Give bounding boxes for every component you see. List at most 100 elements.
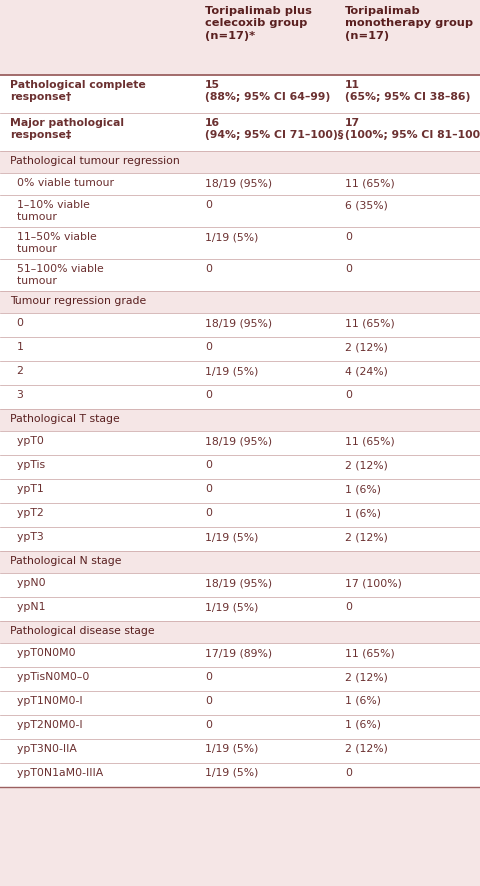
Text: 0: 0 <box>205 672 212 681</box>
Bar <box>0 643 480 667</box>
Bar <box>0 455 480 479</box>
Bar <box>0 291 480 314</box>
Text: 0% viable tumour: 0% viable tumour <box>10 178 114 188</box>
Text: 1/19 (5%): 1/19 (5%) <box>205 767 258 777</box>
Bar <box>0 260 480 291</box>
Text: 11 (65%): 11 (65%) <box>345 436 395 446</box>
Bar <box>0 573 480 597</box>
Bar <box>0 338 480 361</box>
Text: 6 (35%): 6 (35%) <box>345 199 388 210</box>
Text: 17 (100%): 17 (100%) <box>345 578 402 587</box>
Text: 0: 0 <box>205 390 212 400</box>
Text: 2 (12%): 2 (12%) <box>345 460 388 470</box>
Text: Toripalimab
monotherapy group
(n=17): Toripalimab monotherapy group (n=17) <box>345 6 473 41</box>
Bar <box>0 621 480 643</box>
Text: Pathological tumour regression: Pathological tumour regression <box>10 156 180 166</box>
Text: 1/19 (5%): 1/19 (5%) <box>205 743 258 753</box>
Bar <box>0 314 480 338</box>
Bar <box>0 114 480 152</box>
Text: 0: 0 <box>205 696 212 705</box>
Text: Pathological complete
response†: Pathological complete response† <box>10 80 146 102</box>
Bar <box>0 361 480 385</box>
Text: Pathological N stage: Pathological N stage <box>10 556 121 565</box>
Text: 0: 0 <box>205 342 212 352</box>
Text: ypTisN0M0–0: ypTisN0M0–0 <box>10 672 89 681</box>
Text: ypT3N0-IIA: ypT3N0-IIA <box>10 743 77 753</box>
Bar <box>0 597 480 621</box>
Bar <box>0 431 480 455</box>
Text: Toripalimab plus
celecoxib group
(n=17)*: Toripalimab plus celecoxib group (n=17)* <box>205 6 312 41</box>
Bar <box>0 763 480 787</box>
Text: 4 (24%): 4 (24%) <box>345 366 388 376</box>
Text: ypT1: ypT1 <box>10 484 44 494</box>
Bar <box>0 715 480 739</box>
Text: 1–10% viable
  tumour: 1–10% viable tumour <box>10 199 90 222</box>
Text: 0: 0 <box>345 602 352 611</box>
Bar <box>0 691 480 715</box>
Bar <box>0 228 480 260</box>
Text: Pathological T stage: Pathological T stage <box>10 414 120 424</box>
Text: 0: 0 <box>10 318 24 328</box>
Text: 0: 0 <box>345 264 352 274</box>
Bar <box>0 76 480 114</box>
Text: 11 (65%): 11 (65%) <box>345 648 395 657</box>
Bar <box>0 667 480 691</box>
Text: 1/19 (5%): 1/19 (5%) <box>205 366 258 376</box>
Bar <box>0 409 480 431</box>
Text: 11 (65%): 11 (65%) <box>345 178 395 188</box>
Text: 15
(88%; 95% CI 64–99): 15 (88%; 95% CI 64–99) <box>205 80 330 102</box>
Text: 0: 0 <box>205 199 212 210</box>
Bar <box>0 479 480 503</box>
Text: 1 (6%): 1 (6%) <box>345 719 381 729</box>
Bar <box>0 385 480 409</box>
Text: 18/19 (95%): 18/19 (95%) <box>205 178 272 188</box>
Text: 0: 0 <box>205 264 212 274</box>
Text: 2 (12%): 2 (12%) <box>345 672 388 681</box>
Text: 0: 0 <box>205 508 212 517</box>
Bar <box>0 503 480 527</box>
Text: 0: 0 <box>205 460 212 470</box>
Text: 1 (6%): 1 (6%) <box>345 508 381 517</box>
Text: ypT1N0M0-I: ypT1N0M0-I <box>10 696 83 705</box>
Bar <box>0 152 480 174</box>
Text: ypT2: ypT2 <box>10 508 44 517</box>
Text: 0: 0 <box>345 767 352 777</box>
Text: 18/19 (95%): 18/19 (95%) <box>205 436 272 446</box>
Text: ypT0N0M0: ypT0N0M0 <box>10 648 76 657</box>
Text: 2: 2 <box>10 366 24 376</box>
Bar <box>0 174 480 196</box>
Text: ypT2N0M0-I: ypT2N0M0-I <box>10 719 83 729</box>
Text: ypN1: ypN1 <box>10 602 46 611</box>
Text: 2 (12%): 2 (12%) <box>345 342 388 352</box>
Text: Major pathological
response‡: Major pathological response‡ <box>10 118 124 140</box>
Text: 1: 1 <box>10 342 24 352</box>
Text: 2 (12%): 2 (12%) <box>345 532 388 541</box>
Text: 0: 0 <box>345 390 352 400</box>
Text: Tumour regression grade: Tumour regression grade <box>10 296 146 306</box>
Text: 1 (6%): 1 (6%) <box>345 484 381 494</box>
Bar <box>0 0 480 76</box>
Bar <box>0 196 480 228</box>
Text: ypT0N1aM0-IIIA: ypT0N1aM0-IIIA <box>10 767 103 777</box>
Text: ypT3: ypT3 <box>10 532 44 541</box>
Bar <box>0 527 480 551</box>
Text: 1/19 (5%): 1/19 (5%) <box>205 232 258 242</box>
Text: 1 (6%): 1 (6%) <box>345 696 381 705</box>
Text: 0: 0 <box>205 719 212 729</box>
Text: 17/19 (89%): 17/19 (89%) <box>205 648 272 657</box>
Text: 2 (12%): 2 (12%) <box>345 743 388 753</box>
Text: 1/19 (5%): 1/19 (5%) <box>205 602 258 611</box>
Text: 17
(100%; 95% CI 81–100): 17 (100%; 95% CI 81–100) <box>345 118 480 140</box>
Text: 1/19 (5%): 1/19 (5%) <box>205 532 258 541</box>
Text: ypN0: ypN0 <box>10 578 46 587</box>
Text: ypTis: ypTis <box>10 460 45 470</box>
Text: 18/19 (95%): 18/19 (95%) <box>205 318 272 328</box>
Text: 0: 0 <box>205 484 212 494</box>
Text: 11 (65%): 11 (65%) <box>345 318 395 328</box>
Bar <box>0 551 480 573</box>
Text: Pathological disease stage: Pathological disease stage <box>10 626 155 635</box>
Text: 18/19 (95%): 18/19 (95%) <box>205 578 272 587</box>
Text: 51–100% viable
  tumour: 51–100% viable tumour <box>10 264 104 285</box>
Text: 0: 0 <box>345 232 352 242</box>
Text: 16
(94%; 95% CI 71–100)§: 16 (94%; 95% CI 71–100)§ <box>205 118 343 140</box>
